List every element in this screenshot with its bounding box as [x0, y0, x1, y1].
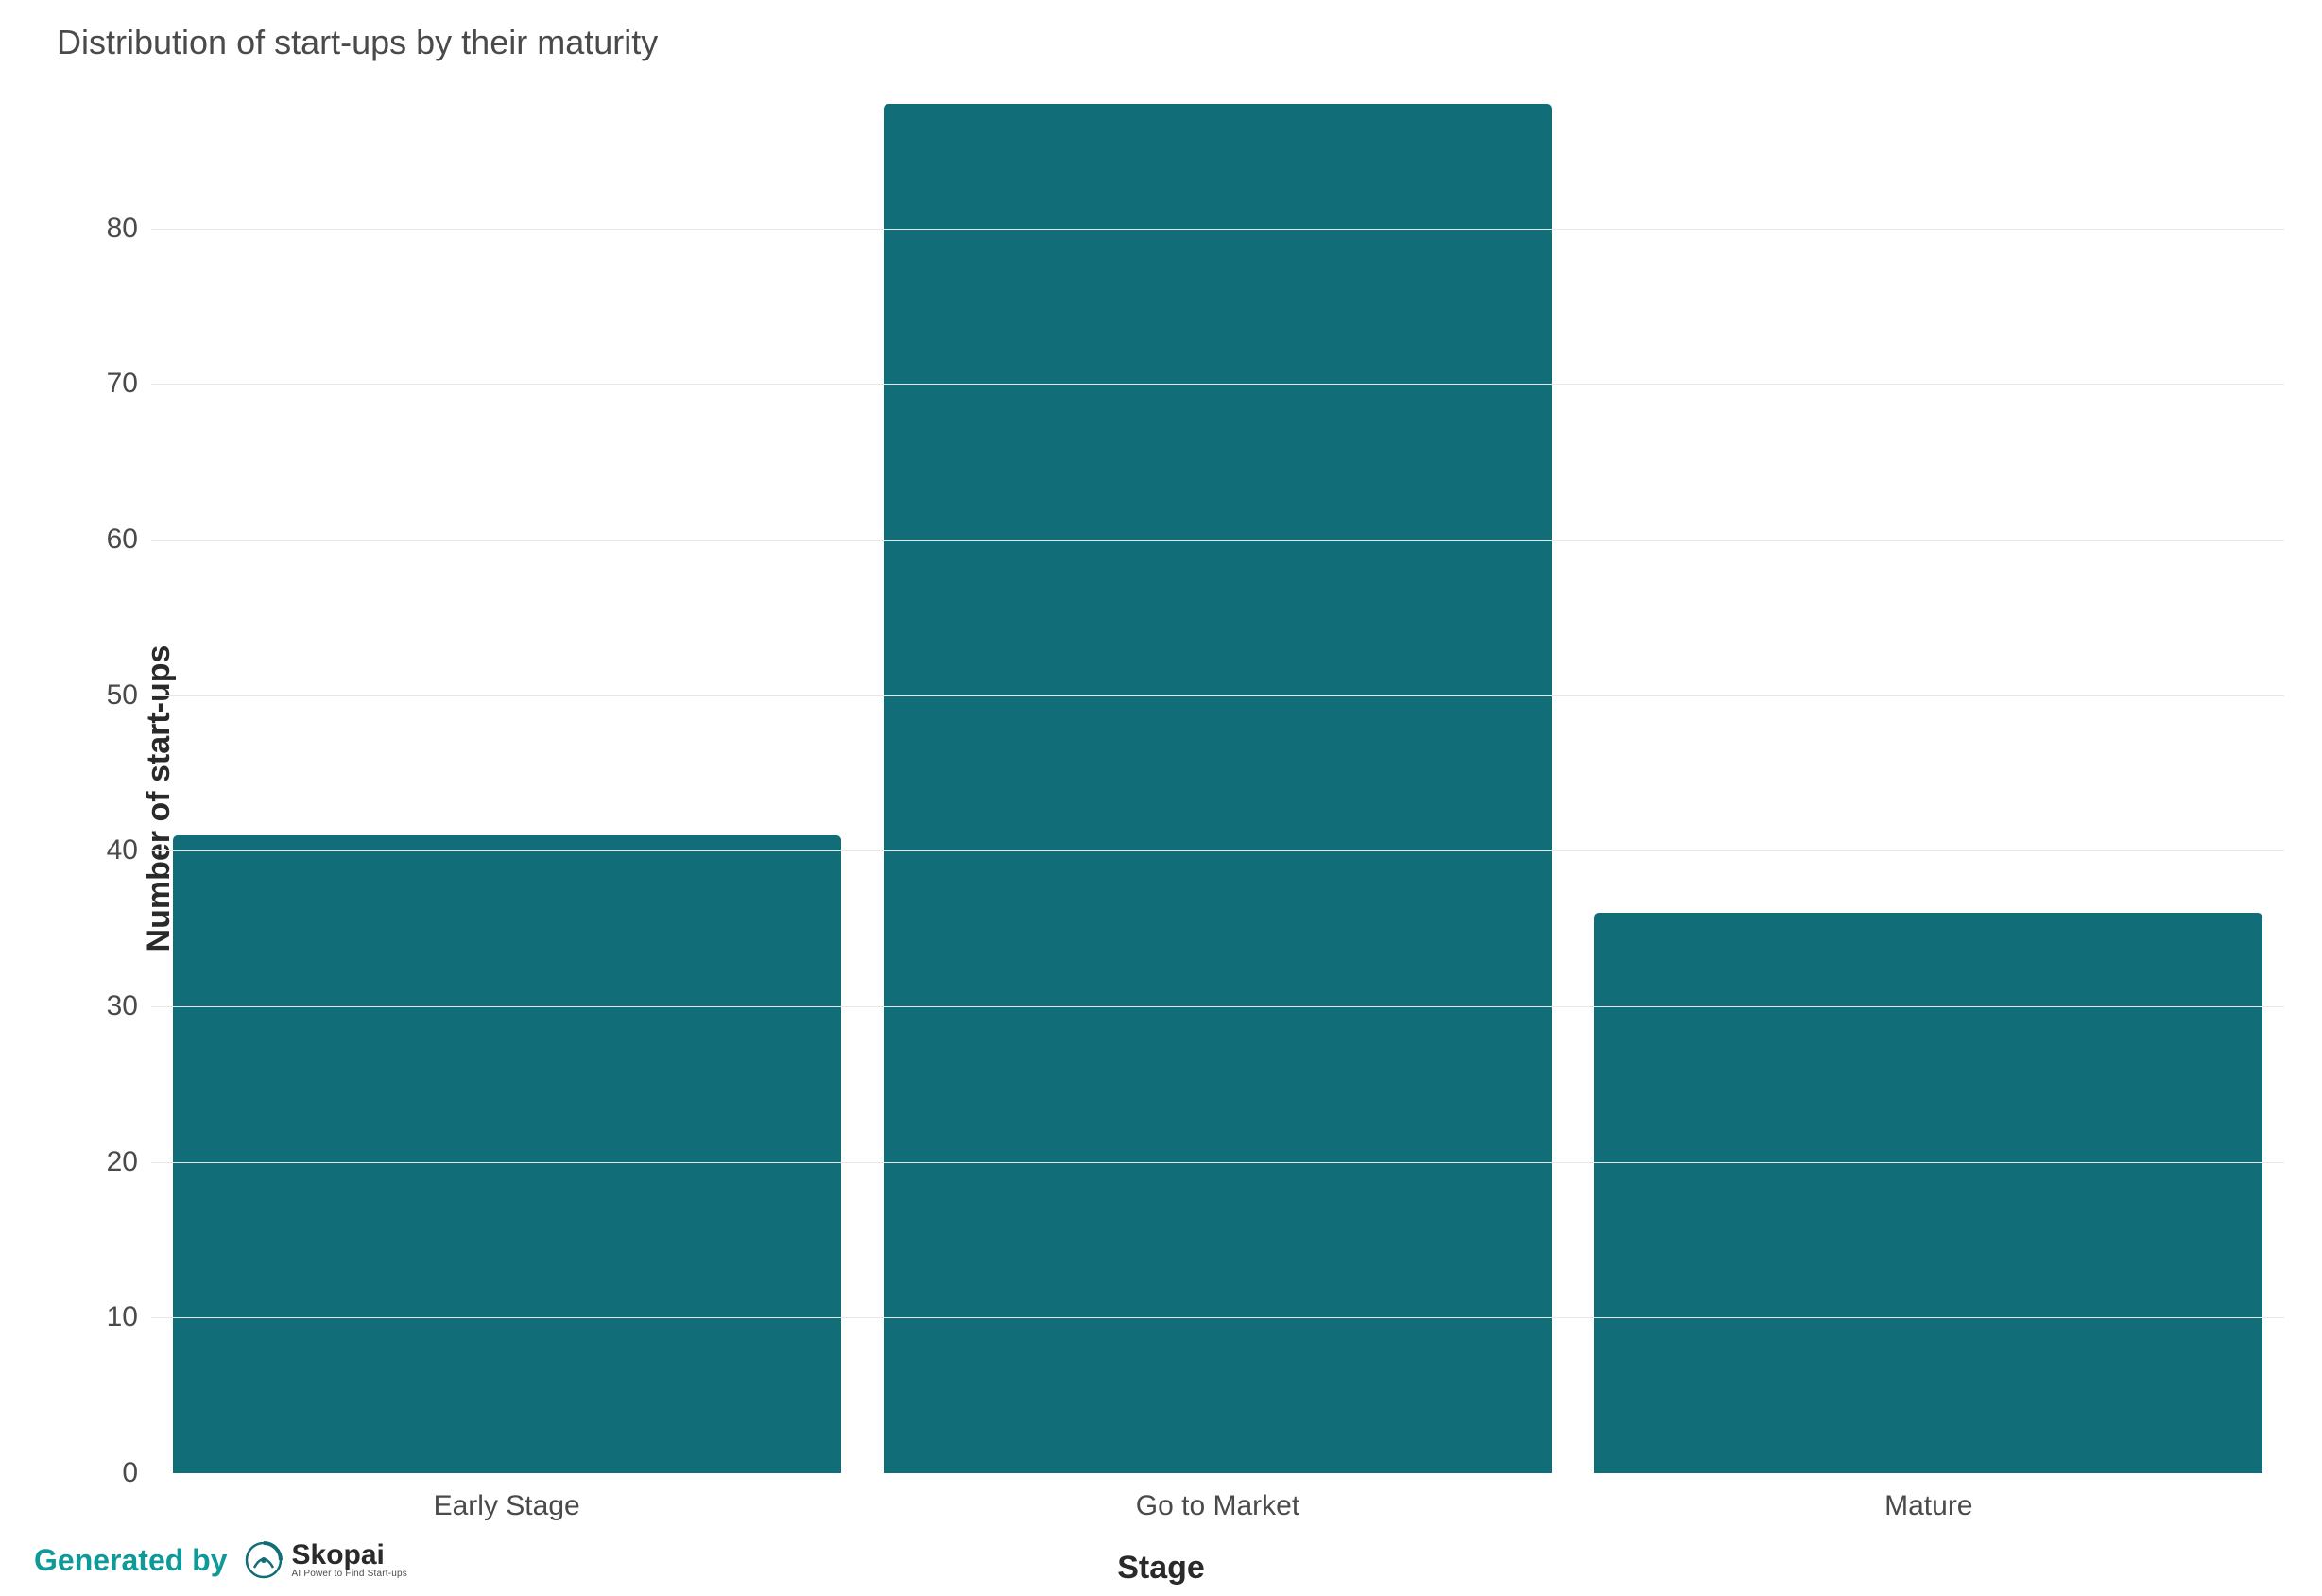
bar — [173, 835, 841, 1473]
logo-text: Skopai AI Power to Find Start-ups — [292, 1541, 407, 1579]
gridline — [151, 850, 2284, 851]
gridline — [151, 540, 2284, 541]
gridline — [151, 229, 2284, 230]
x-tick-label: Mature — [1884, 1490, 1972, 1522]
chart-title: Distribution of start-ups by their matur… — [57, 23, 658, 62]
logo-tagline: AI Power to Find Start-ups — [292, 1570, 407, 1579]
y-tick-label: 50 — [81, 679, 138, 712]
y-tick-label: 60 — [81, 523, 138, 556]
bars-group: Early StageGo to MarketMature — [151, 104, 2284, 1473]
y-tick-label: 40 — [81, 834, 138, 867]
skopai-logo: Skopai AI Power to Find Start-ups — [245, 1541, 407, 1579]
plot-area: Early StageGo to MarketMature 0102030405… — [151, 104, 2284, 1473]
logo-name: Skopai — [292, 1541, 407, 1570]
gridline — [151, 1317, 2284, 1318]
y-tick-label: 10 — [81, 1301, 138, 1333]
attribution: Generated by Skopai AI Power to Find Sta… — [34, 1541, 407, 1579]
gridline — [151, 695, 2284, 696]
y-tick-label: 0 — [81, 1457, 138, 1489]
x-tick-label: Go to Market — [1136, 1490, 1299, 1522]
bar-slot: Early Stage — [151, 104, 862, 1473]
attribution-text: Generated by — [34, 1543, 228, 1578]
gridline — [151, 384, 2284, 385]
gridline — [151, 1006, 2284, 1007]
y-tick-label: 20 — [81, 1146, 138, 1178]
x-tick-label: Early Stage — [434, 1490, 580, 1522]
chart-container: Distribution of start-ups by their matur… — [0, 0, 2322, 1596]
gridline — [151, 1162, 2284, 1163]
y-tick-label: 80 — [81, 213, 138, 245]
bar-slot: Mature — [1574, 104, 2284, 1473]
bar — [1594, 913, 2262, 1473]
y-tick-label: 70 — [81, 368, 138, 400]
bar — [884, 104, 1552, 1473]
bar-slot: Go to Market — [862, 104, 1573, 1473]
y-tick-label: 30 — [81, 990, 138, 1022]
logo-mark-icon — [245, 1541, 283, 1579]
